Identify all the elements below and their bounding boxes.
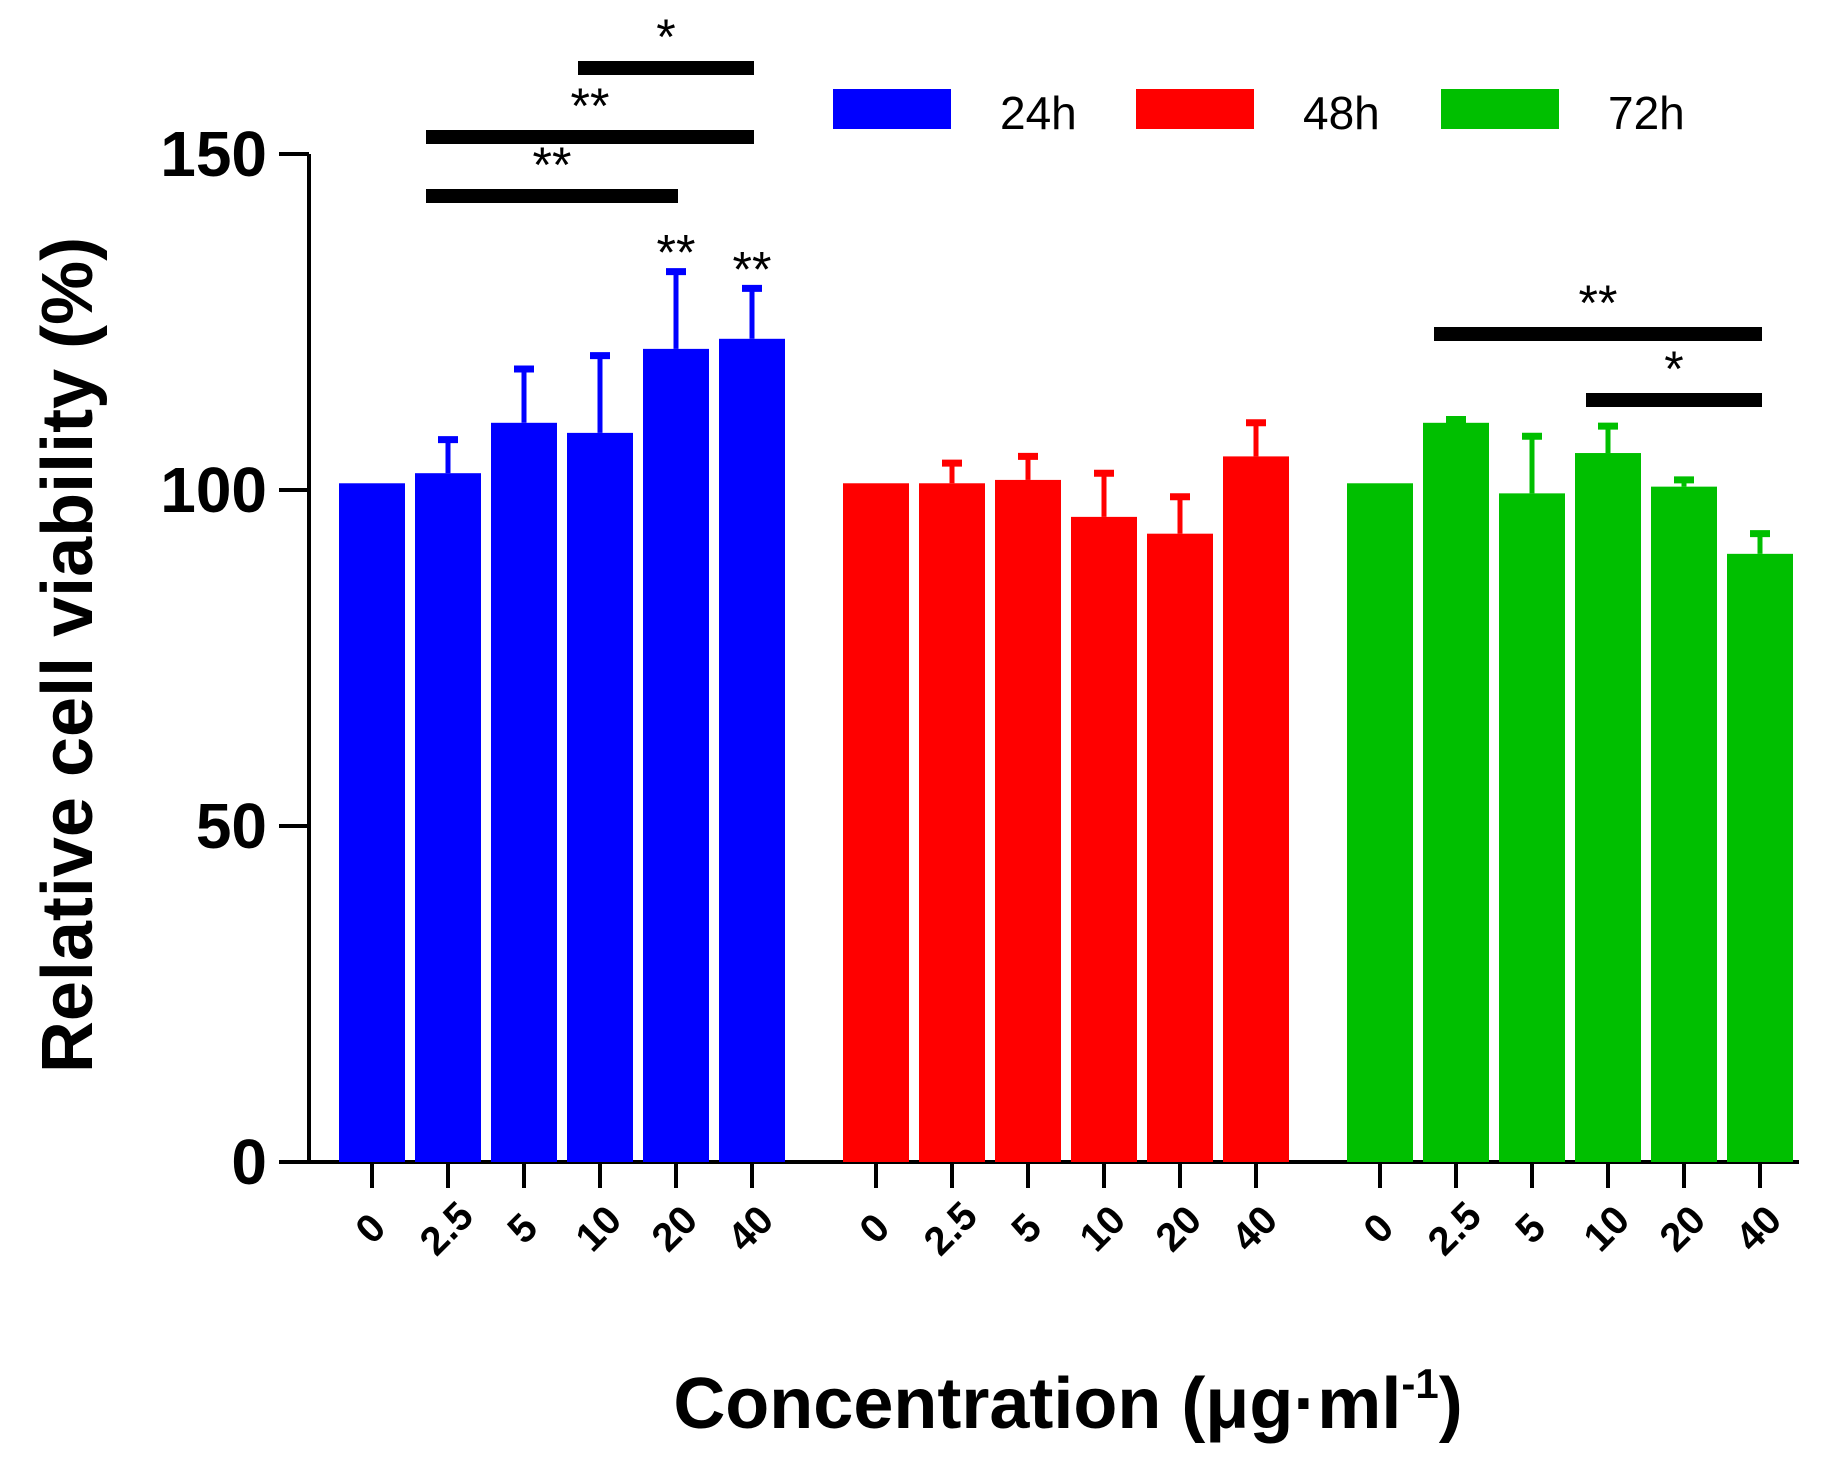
bar-72h-40 <box>1727 553 1793 1162</box>
significance-bracket-label: ** <box>533 137 572 193</box>
y-tick-label: 150 <box>160 118 267 190</box>
bar-24h-5 <box>491 422 557 1162</box>
significance-bracket-label: ** <box>571 78 610 134</box>
significance-bracket-label: * <box>1664 341 1683 397</box>
bar-24h-10 <box>567 432 633 1162</box>
bar-48h-5 <box>995 479 1061 1162</box>
bar-48h-10 <box>1071 516 1137 1162</box>
legend-swatch-24h <box>833 89 951 129</box>
bars <box>339 338 1793 1162</box>
bar-48h-20 <box>1147 533 1213 1162</box>
bar-48h-2.5 <box>919 483 985 1162</box>
significance-marker: ** <box>657 225 696 281</box>
legend-label-72h: 72h <box>1608 87 1685 139</box>
legend-label-48h: 48h <box>1303 87 1380 139</box>
legend-swatch-72h <box>1441 89 1559 129</box>
bar-24h-20 <box>643 348 709 1162</box>
x-axis-title-end: ) <box>1439 1364 1463 1444</box>
x-tick-label: 20 <box>1148 1198 1211 1261</box>
x-tick-label: 5 <box>1003 1205 1050 1252</box>
y-tick-label: 100 <box>160 454 267 526</box>
x-tick-label: 20 <box>644 1198 707 1261</box>
x-tick-label: 5 <box>499 1205 546 1252</box>
x-tick-label: 0 <box>347 1205 394 1252</box>
x-axis-title-main: Concentration (μg·ml <box>673 1364 1401 1444</box>
bar-48h-40 <box>1223 456 1289 1162</box>
x-tick-label: 10 <box>1072 1198 1135 1261</box>
x-axis-title-superscript: -1 <box>1401 1360 1438 1407</box>
x-tick-label: 40 <box>720 1198 783 1261</box>
x-tick-label: 10 <box>568 1198 631 1261</box>
x-tick-label: 40 <box>1224 1198 1287 1261</box>
significance-bracket-label: ** <box>1579 275 1618 331</box>
bar-24h-0 <box>339 483 405 1162</box>
x-tick-label: 5 <box>1507 1205 1554 1252</box>
bar-72h-10 <box>1575 453 1641 1162</box>
x-tick-label: 10 <box>1576 1198 1639 1261</box>
legend-swatch-48h <box>1136 89 1254 129</box>
legend-label-24h: 24h <box>1000 87 1077 139</box>
x-tick-label: 0 <box>1355 1205 1402 1252</box>
y-tick-label: 0 <box>231 1126 267 1198</box>
y-axis-title: Relative cell viability (%) <box>28 237 108 1073</box>
x-tick-label: 2.5 <box>1420 1194 1490 1264</box>
significance-marker: ** <box>733 241 772 297</box>
x-tick-label: 40 <box>1728 1198 1791 1261</box>
x-tick-label: 2.5 <box>412 1194 482 1264</box>
bar-72h-5 <box>1499 493 1565 1162</box>
x-tick-labels: 0 2.5 5 10 20 40 0 2.5 5 10 20 40 0 2.5 5 10 20 40 <box>347 1162 1790 1264</box>
bar-72h-0 <box>1347 483 1413 1162</box>
bar-48h-0 <box>843 483 909 1162</box>
x-axis-title: Concentration (μg·ml-1) <box>673 1360 1462 1444</box>
legend: 24h 48h 72h <box>833 87 1685 139</box>
bar-72h-20 <box>1651 486 1717 1162</box>
x-tick-label: 20 <box>1652 1198 1715 1261</box>
error-bars <box>438 268 1770 554</box>
y-tick-label: 50 <box>196 790 267 862</box>
significance-annotations: ** ********** <box>426 9 1762 407</box>
bar-24h-2.5 <box>415 473 481 1162</box>
x-tick-label: 0 <box>851 1205 898 1252</box>
bar-72h-2.5 <box>1423 422 1489 1162</box>
bar-24h-40 <box>719 338 785 1162</box>
x-tick-label: 2.5 <box>916 1194 986 1264</box>
significance-bracket-label: * <box>656 9 675 65</box>
